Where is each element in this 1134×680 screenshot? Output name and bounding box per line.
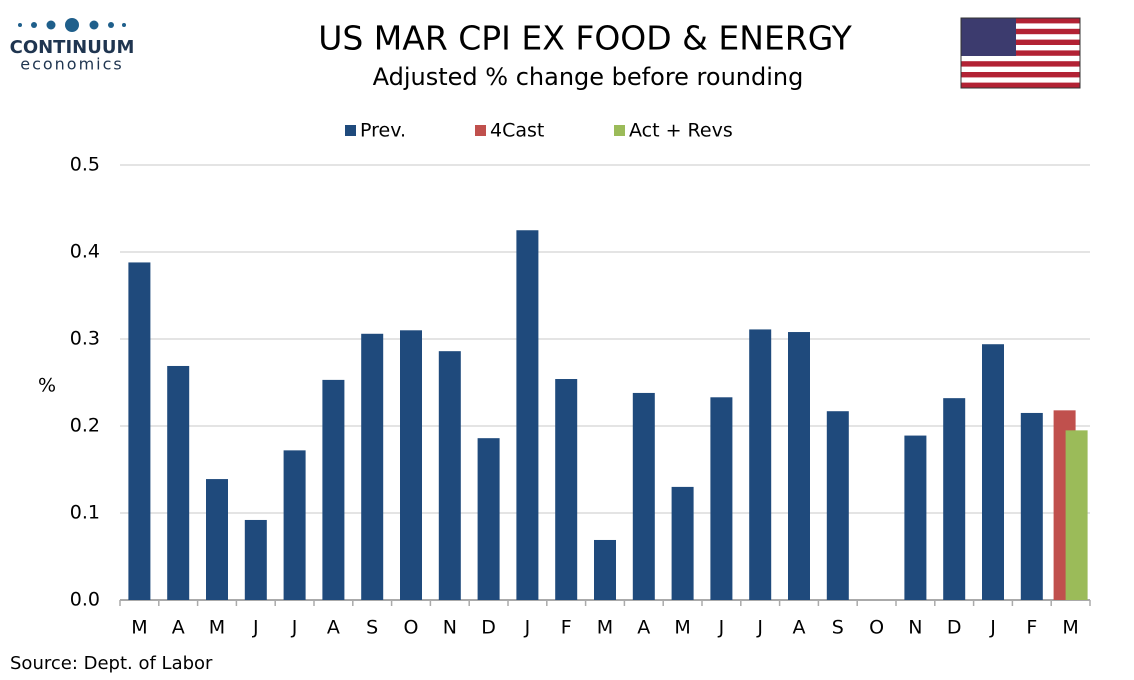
y-axis-label: % bbox=[38, 375, 56, 397]
bar bbox=[128, 262, 151, 600]
bar bbox=[206, 479, 228, 600]
legend-label: 4Cast bbox=[490, 120, 544, 142]
legend-swatch bbox=[614, 125, 625, 136]
x-tick-label: J bbox=[756, 617, 763, 639]
x-tick-label: N bbox=[908, 617, 922, 639]
x-tick-label: J bbox=[989, 617, 996, 639]
bar bbox=[477, 438, 500, 600]
source-note: Source: Dept. of Labor bbox=[10, 653, 213, 674]
x-tick-label: M bbox=[1062, 617, 1078, 639]
bar bbox=[904, 435, 927, 600]
x-tick-label: A bbox=[793, 617, 806, 639]
legend-label: Prev. bbox=[360, 120, 406, 142]
x-tick-label: J bbox=[252, 617, 259, 639]
x-tick-label: M bbox=[597, 617, 613, 639]
bar bbox=[516, 230, 539, 600]
x-tick-label: D bbox=[481, 617, 496, 639]
bar bbox=[826, 411, 849, 600]
logo: CONTINUUM economics bbox=[10, 18, 135, 74]
bar bbox=[982, 344, 1004, 600]
legend-swatch bbox=[345, 125, 356, 136]
flag bbox=[960, 17, 1081, 89]
logo-name: CONTINUUM bbox=[10, 37, 135, 58]
legend-label: Act + Revs bbox=[629, 120, 733, 142]
bar bbox=[244, 519, 267, 600]
x-tick-label: O bbox=[869, 617, 884, 639]
bar bbox=[749, 329, 772, 600]
bar bbox=[1065, 430, 1088, 600]
y-tick-label: 0.4 bbox=[70, 241, 100, 263]
x-tick-label: J bbox=[718, 617, 725, 639]
bar bbox=[632, 392, 655, 600]
bar bbox=[1020, 412, 1043, 600]
y-tick-label: 0.2 bbox=[70, 415, 100, 437]
bar bbox=[361, 333, 384, 600]
y-tick-label: 0.5 bbox=[70, 154, 100, 176]
x-tick-label: M bbox=[674, 617, 690, 639]
bar bbox=[400, 330, 422, 600]
bar bbox=[283, 450, 306, 600]
x-tick-label: A bbox=[637, 617, 650, 639]
x-tick-label: S bbox=[832, 617, 844, 639]
bar bbox=[555, 379, 578, 600]
x-tick-label: D bbox=[947, 617, 962, 639]
chart-subtitle: Adjusted % change before rounding bbox=[373, 63, 804, 91]
x-tick-label: M bbox=[131, 617, 147, 639]
bar bbox=[438, 351, 461, 600]
bar bbox=[167, 365, 190, 600]
x-tick-label: J bbox=[291, 617, 298, 639]
legend-swatch bbox=[475, 125, 486, 136]
y-tick-label: 0.1 bbox=[70, 502, 100, 524]
x-tick-label: O bbox=[404, 617, 419, 639]
x-tick-label: M bbox=[209, 617, 225, 639]
bar bbox=[594, 539, 616, 600]
x-tick-label: S bbox=[366, 617, 378, 639]
bar bbox=[322, 379, 345, 600]
y-tick-label: 0.0 bbox=[70, 589, 100, 611]
logo-tagline: economics bbox=[20, 55, 124, 74]
x-tick-label: A bbox=[327, 617, 340, 639]
bar bbox=[788, 332, 810, 600]
x-tick-label: F bbox=[1026, 617, 1037, 639]
x-tick-label: J bbox=[524, 617, 531, 639]
chart-title: US MAR CPI EX FOOD & ENERGY bbox=[318, 19, 852, 58]
bar bbox=[671, 486, 694, 600]
bar bbox=[710, 397, 733, 600]
x-tick-label: F bbox=[561, 617, 572, 639]
bar bbox=[943, 398, 966, 600]
x-tick-label: N bbox=[443, 617, 457, 639]
y-tick-label: 0.3 bbox=[70, 328, 100, 350]
x-tick-label: A bbox=[172, 617, 185, 639]
